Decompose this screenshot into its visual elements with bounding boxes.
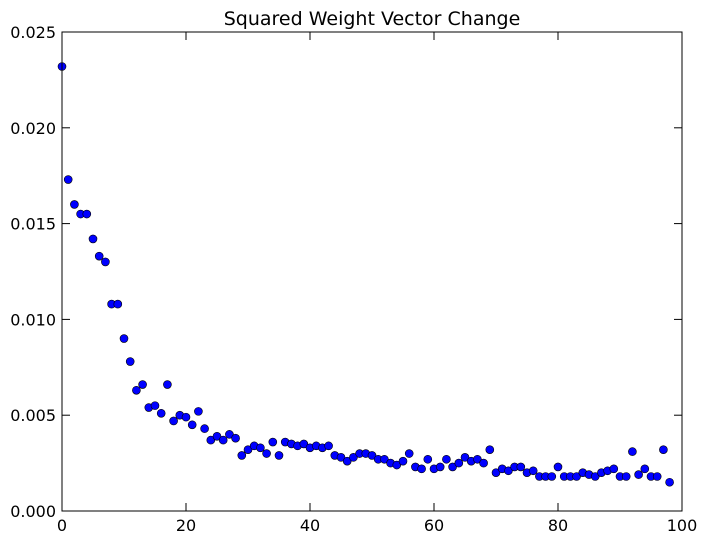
data-point bbox=[659, 445, 668, 454]
data-point bbox=[547, 472, 557, 481]
plot-frame bbox=[61, 31, 683, 512]
x-tick-label: 20 bbox=[176, 516, 196, 535]
data-point bbox=[404, 449, 414, 458]
y-tick-label: 0.020 bbox=[10, 119, 56, 138]
data-point bbox=[163, 380, 172, 389]
x-tick-label: 40 bbox=[300, 516, 320, 535]
data-point bbox=[132, 385, 141, 395]
data-point bbox=[63, 175, 73, 184]
data-point bbox=[349, 453, 358, 462]
y-tick-label: 0.015 bbox=[10, 215, 56, 234]
data-point bbox=[423, 454, 433, 464]
data-points bbox=[57, 62, 674, 487]
data-point bbox=[231, 433, 240, 443]
data-point bbox=[299, 439, 309, 449]
data-point bbox=[504, 466, 513, 476]
data-point bbox=[243, 445, 253, 454]
axis-ticks: 0 20 40 60 80 100 0.000 0.005 0.010 0.015 0.020 0.0… bbox=[10, 23, 697, 535]
data-point bbox=[528, 466, 538, 476]
data-point bbox=[417, 464, 426, 474]
data-point bbox=[101, 257, 110, 267]
data-point bbox=[336, 453, 346, 462]
data-point bbox=[454, 458, 464, 468]
data-point bbox=[156, 408, 166, 418]
data-point bbox=[181, 412, 191, 422]
data-point bbox=[113, 299, 123, 309]
x-tick-label: 100 bbox=[667, 516, 698, 535]
data-point bbox=[262, 449, 271, 458]
data-point bbox=[256, 443, 265, 453]
data-point bbox=[442, 454, 451, 464]
data-point bbox=[473, 454, 482, 464]
data-point bbox=[516, 462, 526, 472]
data-point bbox=[590, 472, 600, 481]
data-point bbox=[138, 380, 147, 389]
data-point bbox=[665, 477, 674, 487]
data-point bbox=[640, 464, 650, 474]
data-point bbox=[634, 470, 643, 479]
data-point bbox=[206, 435, 216, 445]
data-point bbox=[485, 445, 495, 454]
data-point bbox=[200, 424, 209, 433]
data-point bbox=[88, 234, 98, 244]
data-point bbox=[125, 357, 135, 366]
data-point bbox=[225, 430, 234, 439]
data-point bbox=[448, 462, 457, 472]
data-point bbox=[82, 209, 92, 219]
data-point bbox=[435, 462, 445, 472]
data-point bbox=[194, 407, 203, 416]
data-point bbox=[367, 451, 377, 460]
data-point bbox=[324, 441, 333, 451]
data-point bbox=[621, 472, 631, 481]
y-tick-label: 0.025 bbox=[10, 23, 56, 42]
data-point bbox=[70, 200, 79, 209]
data-point bbox=[628, 447, 637, 456]
x-tick-label: 80 bbox=[548, 516, 568, 535]
data-point bbox=[218, 435, 228, 445]
data-point bbox=[237, 451, 247, 460]
data-point bbox=[572, 472, 581, 481]
chart-title: Squared Weight Vector Change bbox=[224, 8, 521, 30]
x-tick-label: 0 bbox=[57, 516, 67, 535]
y-tick-label: 0.010 bbox=[10, 310, 56, 329]
data-point bbox=[609, 464, 619, 474]
data-point bbox=[460, 453, 470, 462]
data-point bbox=[380, 454, 389, 464]
data-point bbox=[150, 401, 160, 410]
y-tick-label: 0.000 bbox=[10, 502, 56, 521]
data-point bbox=[479, 458, 488, 468]
data-point bbox=[398, 456, 408, 466]
data-point bbox=[274, 451, 284, 460]
data-point bbox=[491, 468, 501, 477]
data-point bbox=[268, 437, 278, 447]
data-point bbox=[392, 460, 402, 470]
data-point bbox=[652, 472, 662, 481]
data-point bbox=[119, 334, 129, 343]
data-point bbox=[342, 456, 352, 466]
x-tick-label: 60 bbox=[424, 516, 444, 535]
data-point bbox=[94, 251, 104, 261]
data-point bbox=[212, 431, 222, 441]
data-point bbox=[187, 420, 197, 430]
data-point bbox=[169, 416, 178, 426]
y-tick-label: 0.005 bbox=[10, 406, 56, 425]
data-point bbox=[553, 462, 563, 472]
